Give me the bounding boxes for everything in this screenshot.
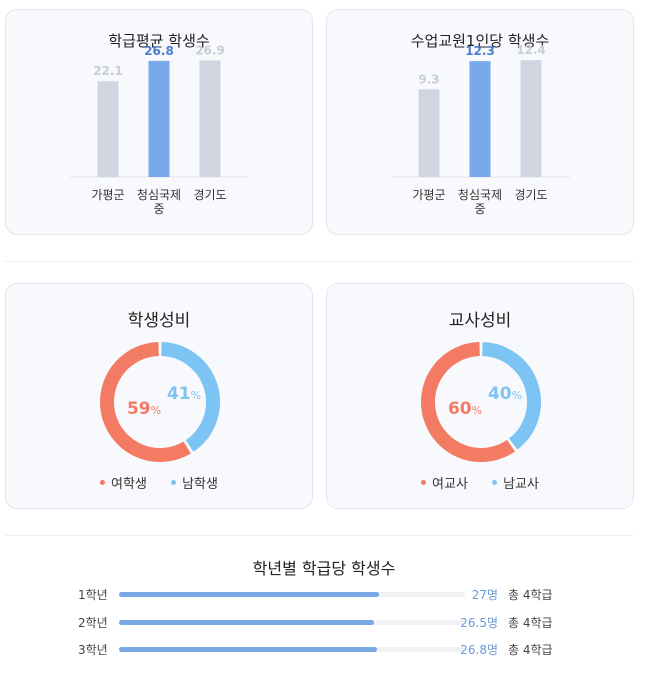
- grade-total: 총 4학급: [508, 643, 553, 657]
- bar-value-label: 22.1: [93, 64, 123, 78]
- teacher-gender-title: 교사성비: [448, 311, 512, 331]
- section-divider: [5, 535, 633, 536]
- bar: [520, 60, 542, 178]
- legend-label-female-student: 여학생: [111, 477, 147, 492]
- legend-item-female-student: 여학생: [100, 473, 147, 492]
- student-gender-title: 학생성비: [127, 311, 191, 331]
- category-label: 경기도: [193, 188, 226, 202]
- bar: [418, 89, 440, 177]
- legend-dot-icon: [421, 480, 427, 485]
- legend-label-male-student: 남학생: [182, 477, 218, 492]
- grade-row: 1학년 27명 총 4학급: [0, 586, 648, 602]
- teacher-gender-card: 교사성비 60% 40% 여교사 남교사: [326, 283, 634, 509]
- category-label: 가평군: [412, 188, 445, 202]
- bar: [469, 61, 491, 178]
- teacher-gender-donut: 60% 40%: [421, 342, 541, 462]
- legend-item-male-student: 남학생: [171, 473, 218, 492]
- class-avg-card: 학급평균 학생수 22.1 가평군 26.8 청심국제 중 26.9 경기도: [5, 9, 313, 235]
- category-label: 청심국제: [137, 188, 181, 202]
- student-gender-donut: 59% 41%: [100, 342, 220, 462]
- donut-slice-female: [421, 342, 515, 462]
- grade-bar-track: [119, 647, 465, 652]
- teacher-gender-legend: 여교사 남교사: [327, 473, 633, 492]
- grade-label: 3학년: [78, 643, 108, 657]
- legend-item-female-teacher: 여교사: [421, 473, 468, 492]
- legend-item-male-teacher: 남교사: [492, 473, 539, 492]
- grade-label: 1학년: [78, 588, 108, 602]
- per-teacher-title: 수업교원1인당 학생수: [410, 32, 550, 50]
- pct-label-female: 60%: [448, 399, 482, 419]
- grade-value: 26.8명: [460, 643, 498, 657]
- grade-bar-track: [119, 592, 465, 597]
- grade-total: 총 4학급: [508, 616, 553, 630]
- donut-slice-male: [160, 342, 220, 452]
- grade-value: 26.5명: [460, 616, 498, 630]
- bar-value-label: 9.3: [418, 72, 439, 86]
- donut-slice-male: [481, 342, 541, 450]
- grade-value: 27명: [471, 588, 498, 602]
- pct-label-female: 59%: [127, 399, 161, 419]
- grades-title: 학년별 학급당 학생수: [252, 559, 396, 578]
- student-gender-legend: 여학생 남학생: [6, 473, 312, 492]
- bar-value-label: 26.8: [144, 44, 174, 58]
- grade-total: 총 4학급: [508, 588, 553, 602]
- bar: [148, 60, 170, 177]
- category-label: 중: [153, 202, 164, 216]
- grade-bar-fill: [119, 647, 377, 652]
- grade-bar-track: [119, 620, 465, 625]
- bar-value-label: 26.9: [195, 43, 225, 57]
- student-gender-card: 학생성비 59% 41% 여학생 남학생: [5, 283, 313, 509]
- legend-dot-icon: [171, 480, 177, 485]
- grade-bar-fill: [119, 620, 374, 625]
- pct-label-male: 40%: [488, 384, 522, 404]
- grade-row: 2학년 26.5명 총 4학급: [0, 614, 648, 630]
- category-label: 가평군: [91, 188, 124, 202]
- legend-label-female-teacher: 여교사: [432, 477, 468, 492]
- grade-row: 3학년 26.8명 총 4학급: [0, 641, 648, 657]
- grade-label: 2학년: [78, 616, 108, 630]
- grade-bar-fill: [119, 592, 379, 597]
- category-label: 경기도: [514, 188, 547, 202]
- category-label: 중: [474, 202, 485, 216]
- class-avg-title: 학급평균 학생수: [108, 32, 210, 50]
- per-teacher-card: 수업교원1인당 학생수 9.3 가평군 12.3 청심국제 중 12.4 경기도: [326, 9, 634, 235]
- bar-value-label: 12.3: [465, 44, 495, 58]
- legend-dot-icon: [100, 480, 106, 485]
- section-divider: [5, 261, 633, 262]
- bar-value-label: 12.4: [516, 43, 546, 57]
- pct-label-male: 41%: [167, 384, 201, 404]
- legend-label-male-teacher: 남교사: [503, 477, 539, 492]
- bar: [199, 60, 221, 177]
- category-label: 청심국제: [458, 188, 502, 202]
- legend-dot-icon: [492, 480, 498, 485]
- donut-slice-female: [100, 342, 191, 462]
- bar: [97, 81, 119, 177]
